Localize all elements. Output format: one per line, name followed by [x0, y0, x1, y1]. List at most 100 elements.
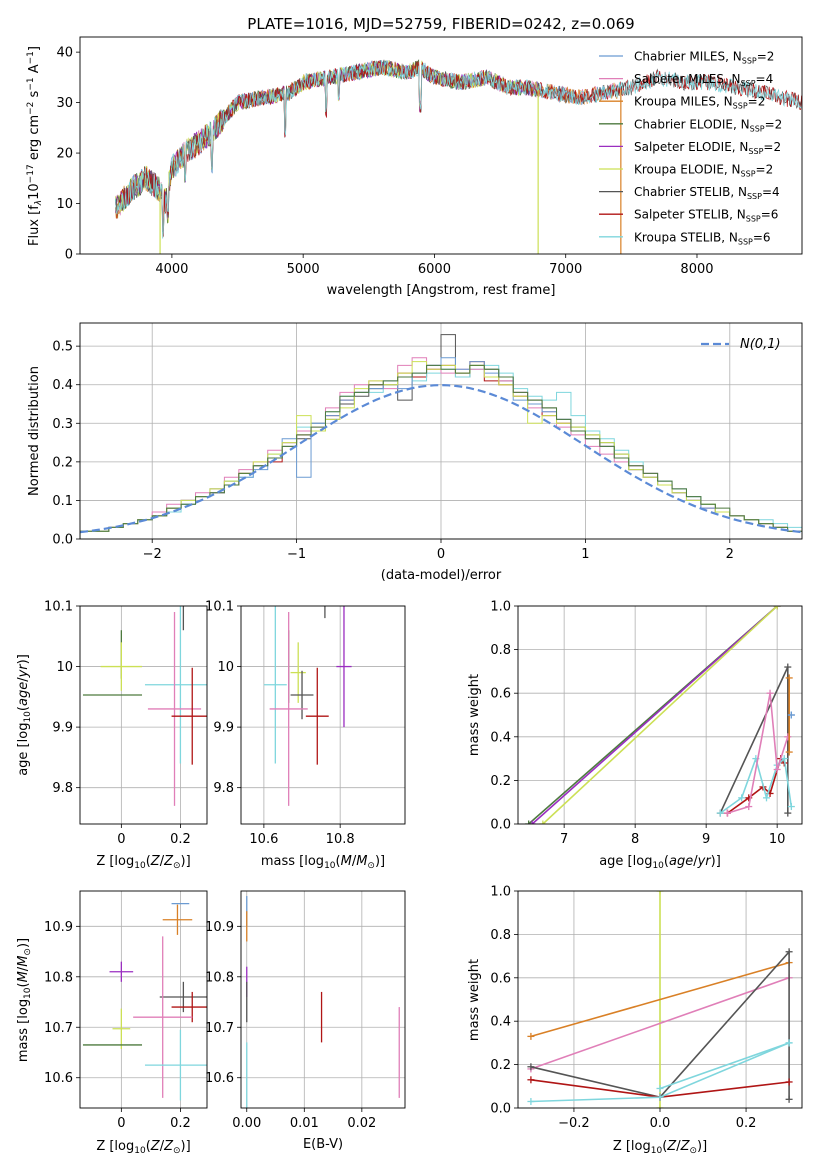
axes-frame: [79, 36, 803, 255]
y-tick-label: 10.9: [44, 920, 73, 935]
x-tick-label: 8000: [680, 262, 713, 277]
grid-lines: [241, 605, 405, 824]
plot-area: [263, 606, 352, 806]
plot-area: [525, 606, 795, 824]
x-tick-label: 7: [560, 832, 568, 847]
x-axis-label-part: Z: [680, 1139, 691, 1154]
y-tick-label: 10.7: [205, 1021, 234, 1036]
plot-area: [246, 896, 400, 1108]
legend-text: =4: [756, 72, 774, 86]
x-axis-label-part: Z: [163, 854, 174, 869]
legend-sub: SSP: [748, 147, 763, 156]
y-tick-label: 0.6: [490, 687, 511, 702]
legend-sub: SSP: [746, 215, 761, 224]
y-axis-label-part: −17: [26, 164, 36, 183]
y-axis-label-part: /: [16, 677, 31, 682]
plot-area: [527, 891, 793, 1108]
x-axis-label: E(B-V): [303, 1137, 343, 1152]
x-axis-label: Z [log10(Z/Z⊙)]: [96, 854, 190, 871]
x-axis-label-part: 10: [651, 1146, 663, 1156]
y-axis-label-part: −1: [26, 77, 36, 90]
y-tick-label: 0.2: [52, 455, 73, 470]
x-axis-label: mass [log10(M/M⊙)]: [261, 854, 385, 871]
plot-area: [82, 606, 207, 806]
legend-entry: Salpeter STELIB, NSSP=6: [634, 208, 778, 224]
x-tick-label: 10.8: [326, 832, 355, 847]
y-tick-label: 0.3: [52, 417, 73, 432]
y-axis-label-part: mass [log: [16, 999, 31, 1062]
y-axis-label: mass weight: [467, 674, 482, 756]
spectrum-line-kroupa-stelib: [115, 60, 802, 239]
axes-frame: [517, 890, 803, 1109]
axes-panel-3: 0 0.2 9.8 9.9 10 10.1: [44, 600, 208, 847]
legend-text: Chabrier STELIB, N: [634, 185, 747, 199]
y-tick-label: 10: [56, 197, 73, 212]
x-tick-label: 0.2: [170, 1116, 191, 1131]
x-axis-label-part: M: [341, 854, 352, 869]
x-tick-label: 0: [117, 1116, 125, 1131]
x-axis-label-part: (: [664, 854, 669, 869]
x-axis-label-part: Z: [163, 1139, 174, 1154]
x-tick-label: 0: [437, 547, 445, 562]
x-axis-label-part: )]: [697, 1139, 707, 1154]
x-axis-label-part: /: [160, 1139, 165, 1154]
series-line-salpeter-miles: [530, 977, 790, 1070]
x-axis-label-part: Z: [666, 1139, 677, 1154]
x-axis-label-part: yr: [697, 854, 713, 869]
y-tick-label: 1.0: [490, 600, 511, 615]
y-axis-label-part: age [log: [16, 723, 31, 776]
series-line-salpeter-elodie: [531, 606, 778, 824]
y-axis-label-part: M: [16, 956, 31, 967]
grid-lines: [241, 891, 405, 1108]
y-axis-label-part: yr: [16, 663, 31, 679]
y-tick-label: 9.9: [52, 721, 73, 736]
y-tick-label: 10: [56, 660, 73, 675]
legend-sub: SSP: [742, 57, 757, 66]
axes-frame: [517, 605, 803, 825]
legend-text: Kroupa MILES, N: [634, 95, 733, 109]
legend-entry: Chabrier ELODIE, NSSP=2: [634, 117, 782, 133]
y-tick-label: 40: [56, 46, 73, 61]
x-axis-label-part: Z [log: [613, 1139, 651, 1154]
series-line-kroupa-stelib: [659, 1042, 790, 1090]
x-axis-label-part: )]: [375, 854, 385, 869]
histogram-chabrier-elodie: [80, 364, 802, 539]
x-tick-label: 8: [631, 832, 639, 847]
series-line-kroupa-miles: [530, 961, 790, 1038]
legend-text: Kroupa STELIB, N: [634, 230, 738, 244]
x-axis-label: age [log10(age/yr)]: [599, 854, 721, 871]
legend-text: Chabrier ELODIE, N: [634, 117, 750, 131]
y-axis-label-part: (: [16, 706, 31, 711]
x-axis-label-part: age [log: [599, 854, 652, 869]
legend-sub: SSP: [741, 79, 756, 88]
axes-frame: [79, 322, 803, 540]
x-tick-label: 9: [702, 832, 710, 847]
series-line-chabrier-stelib: [719, 666, 789, 814]
axes-panel-1: 4000 5000 6000 7000 8000 0 10 20 30 40: [56, 36, 803, 277]
plot-area: [80, 334, 802, 539]
y-axis-label-part: /: [16, 966, 31, 971]
legend-sub: SSP: [738, 237, 753, 246]
axes-frame: [240, 890, 406, 1109]
x-axis-label-part: ⊙: [173, 861, 181, 871]
x-axis-label-part: 10: [652, 861, 664, 871]
y-tick-label: 10: [217, 660, 234, 675]
legend-text: Salpeter ELODIE, N: [634, 140, 748, 154]
y-tick-label: 9.8: [213, 781, 234, 796]
y-tick-label: 0.5: [52, 340, 73, 355]
series-line-salpeter-miles: [727, 693, 789, 814]
x-axis-label-part: )]: [711, 854, 721, 869]
axes-panel-2: −2 −1 0 1 2 0.0 0.1 0.2 0.3 0.4 0.5: [52, 322, 803, 562]
y-axis-label-part: A: [27, 64, 42, 77]
x-axis-label-part: /: [693, 854, 698, 869]
x-axis-label: (data-model)/error: [381, 568, 502, 583]
y-axis-label-part: )]: [16, 654, 31, 664]
legend-entry: Kroupa STELIB, NSSP=6: [634, 230, 771, 246]
y-axis-label-part: erg cm: [27, 115, 42, 164]
legend-entry: Chabrier STELIB, NSSP=4: [634, 185, 780, 201]
x-tick-label: 0.00: [232, 1116, 261, 1131]
x-tick-label: 0.01: [290, 1116, 319, 1131]
y-axis-label: Flux [fλ10−17 erg cm−2 s−1 A−1]: [26, 46, 44, 246]
x-tick-label: 6000: [418, 262, 451, 277]
